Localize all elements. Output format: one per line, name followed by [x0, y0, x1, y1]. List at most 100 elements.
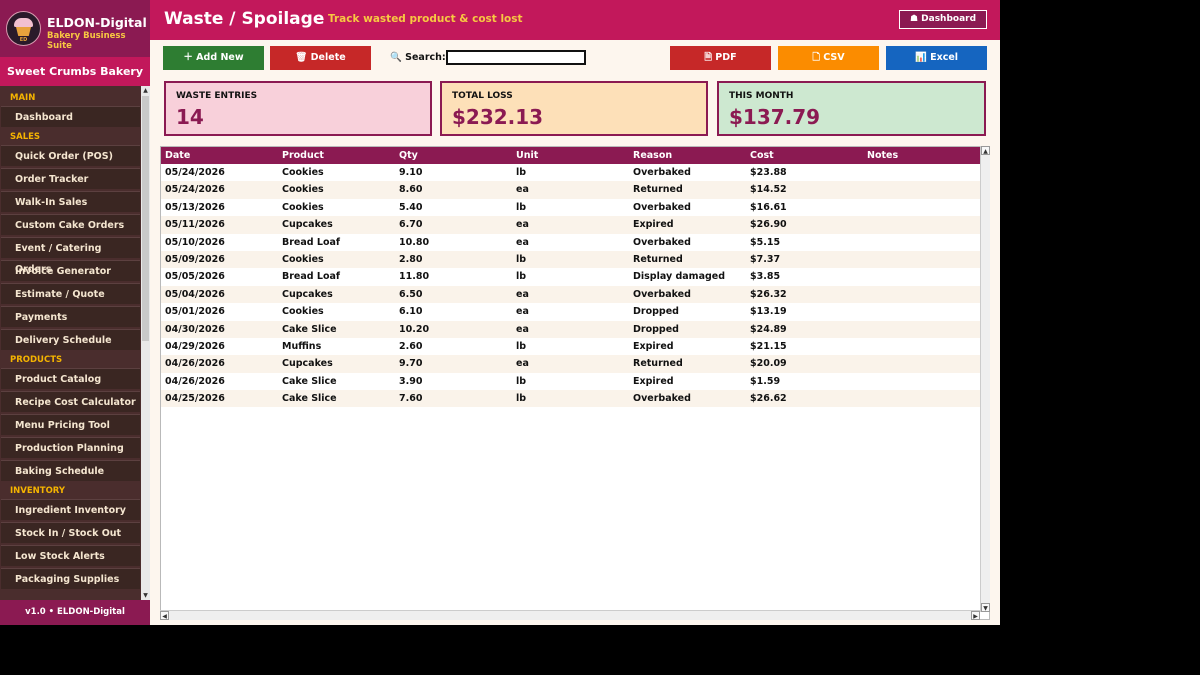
- table-horizontal-scrollbar[interactable]: ◀ ▶: [160, 610, 980, 620]
- sidebar-item-recipe-cost-calculator[interactable]: Recipe Cost Calculator: [1, 391, 140, 412]
- sidebar-item-packaging-supplies[interactable]: Packaging Supplies: [1, 568, 140, 589]
- brand-name: ELDON-Digital: [47, 15, 147, 30]
- cell-product: Cake Slice: [282, 323, 337, 335]
- table-row[interactable]: 05/24/2026 Cookies 8.60 ea Returned $14.52: [161, 181, 981, 199]
- cell-reason: Overbaked: [633, 201, 691, 213]
- sidebar-item-quick-order-pos[interactable]: Quick Order (POS): [1, 145, 140, 166]
- page-header: Waste / Spoilage Track wasted product & …: [150, 0, 1000, 40]
- cell-date: 05/24/2026: [165, 167, 225, 178]
- cell-cost: $16.61: [750, 201, 787, 213]
- cell-reason: Overbaked: [633, 393, 691, 405]
- sidebar-item-custom-cake-orders[interactable]: Custom Cake Orders: [1, 214, 140, 235]
- cell-product: Cake Slice: [282, 393, 337, 405]
- sidebar-item-stock-in-stock-out[interactable]: Stock In / Stock Out: [1, 522, 140, 543]
- cell-product: Cookies: [282, 253, 324, 265]
- page-title: Waste / Spoilage: [164, 9, 325, 29]
- cell-date: 04/26/2026: [165, 358, 225, 370]
- table-row[interactable]: 05/04/2026 Cupcakes 6.50 ea Overbaked $26.32: [161, 285, 981, 304]
- sidebar-item-dashboard[interactable]: Dashboard: [1, 106, 140, 127]
- search-input[interactable]: [446, 50, 586, 65]
- scroll-down-icon[interactable]: ▼: [981, 603, 990, 612]
- waste-entries-value: 14: [176, 105, 204, 129]
- cell-unit: lb: [516, 393, 527, 405]
- table-row[interactable]: 05/05/2026 Bread Loaf 11.80 lb Display damag…: [161, 268, 981, 286]
- cell-cost: $5.15: [750, 236, 781, 248]
- scroll-right-icon[interactable]: ▶: [971, 611, 980, 620]
- waste-table-frame: Date Product Qty Unit Reason Cost Notes 05/24/…: [160, 146, 990, 620]
- column-header-date[interactable]: Date: [165, 150, 191, 161]
- cell-qty: 6.70: [399, 219, 423, 231]
- sidebar-item-walk-in-sales[interactable]: Walk-In Sales: [1, 191, 140, 212]
- cell-cost: $26.90: [750, 219, 787, 231]
- table-row[interactable]: 05/13/2026 Cookies 5.40 lb Overbaked $16.61: [161, 198, 981, 217]
- cell-notes: [863, 181, 980, 198]
- dashboard-button[interactable]: ☗ Dashboard: [899, 10, 987, 29]
- cell-unit: ea: [516, 323, 529, 335]
- table-row[interactable]: 04/26/2026 Cake Slice 3.90 lb Expired $1.59: [161, 372, 981, 391]
- sidebar-section-inventory: INVENTORY: [10, 486, 66, 496]
- this-month-value: $137.79: [729, 105, 821, 129]
- table-row[interactable]: 04/25/2026 Cake Slice 7.60 lb Overbaked $26.6…: [161, 390, 981, 408]
- scroll-up-icon[interactable]: ▲: [981, 146, 990, 155]
- table-row[interactable]: 04/30/2026 Cake Slice 10.20 ea Dropped $24.89: [161, 320, 981, 338]
- export-csv-button[interactable]: 🗋 CSV: [778, 46, 879, 70]
- column-header-qty[interactable]: Qty: [399, 150, 418, 161]
- cell-qty: 11.80: [399, 271, 430, 283]
- table-row[interactable]: 04/26/2026 Cupcakes 9.70 ea Returned $20.09: [161, 355, 981, 373]
- cell-notes: [863, 390, 980, 407]
- cell-date: 05/10/2026: [165, 236, 225, 248]
- cupcake-logo-icon: ED: [6, 11, 41, 46]
- sidebar-item-low-stock-alerts[interactable]: Low Stock Alerts: [1, 545, 140, 566]
- scroll-left-icon[interactable]: ◀: [160, 611, 169, 620]
- cell-notes: [863, 251, 980, 268]
- cell-date: 05/24/2026: [165, 184, 225, 196]
- sidebar-scrollbar[interactable]: ▲ ▼: [141, 86, 150, 600]
- table-row[interactable]: 05/10/2026 Bread Loaf 10.80 ea Overbaked $5.1…: [161, 233, 981, 251]
- sidebar-section-sales: SALES: [10, 132, 41, 142]
- sidebar-item-product-catalog[interactable]: Product Catalog: [1, 368, 140, 389]
- sidebar-item-ingredient-inventory[interactable]: Ingredient Inventory: [1, 499, 140, 520]
- sidebar-item-delivery-schedule[interactable]: Delivery Schedule: [1, 329, 140, 350]
- cell-cost: $21.15: [750, 340, 787, 352]
- table-row[interactable]: 05/01/2026 Cookies 6.10 ea Dropped $13.19: [161, 303, 981, 321]
- scroll-down-icon[interactable]: ▼: [143, 592, 148, 599]
- table-vertical-scrollbar[interactable]: ▲ ▼: [980, 146, 990, 612]
- cell-product: Bread Loaf: [282, 236, 341, 248]
- sidebar-item-menu-pricing-tool[interactable]: Menu Pricing Tool: [1, 414, 140, 435]
- table-row[interactable]: 04/29/2026 Muffins 2.60 lb Expired $21.15: [161, 337, 981, 356]
- cell-unit: lb: [516, 340, 527, 352]
- cell-date: 04/25/2026: [165, 393, 225, 405]
- sidebar-item-payments[interactable]: Payments: [1, 306, 140, 327]
- column-header-product[interactable]: Product: [282, 150, 324, 161]
- cell-unit: lb: [516, 375, 527, 387]
- cell-product: Cake Slice: [282, 375, 337, 387]
- sidebar-item-order-tracker[interactable]: Order Tracker: [1, 168, 140, 189]
- delete-button[interactable]: 🗑 Delete: [270, 46, 371, 70]
- app-window: ED ELDON-Digital Bakery Business Suite S…: [0, 0, 1000, 625]
- sidebar-item-invoice-generator[interactable]: Invoice Generator: [1, 260, 140, 281]
- table-row[interactable]: 05/24/2026 Cookies 9.10 lb Overbaked $23.88: [161, 164, 981, 182]
- add-new-button[interactable]: ＋ Add New: [163, 46, 264, 70]
- table-row[interactable]: 05/09/2026 Cookies 2.80 lb Returned $7.37: [161, 250, 981, 269]
- cell-product: Cookies: [282, 167, 324, 178]
- sidebar-item-estimate-quote[interactable]: Estimate / Quote: [1, 283, 140, 304]
- sidebar-item-baking-schedule[interactable]: Baking Schedule: [1, 460, 140, 481]
- column-header-notes[interactable]: Notes: [867, 150, 899, 161]
- table-row[interactable]: 05/11/2026 Cupcakes 6.70 ea Expired $26.90: [161, 216, 981, 234]
- cell-reason: Returned: [633, 253, 683, 265]
- column-header-reason[interactable]: Reason: [633, 150, 673, 161]
- scroll-up-icon[interactable]: ▲: [143, 87, 148, 94]
- cell-cost: $7.37: [750, 253, 781, 265]
- export-excel-button[interactable]: 📊 Excel: [886, 46, 987, 70]
- cell-qty: 6.10: [399, 306, 423, 318]
- cell-product: Cupcakes: [282, 358, 333, 370]
- sidebar-item-production-planning[interactable]: Production Planning: [1, 437, 140, 458]
- cell-qty: 5.40: [399, 201, 423, 213]
- this-month-label: THIS MONTH: [729, 91, 794, 101]
- export-pdf-button[interactable]: 🗎 PDF: [670, 46, 771, 70]
- scroll-thumb[interactable]: [142, 96, 149, 341]
- column-header-unit[interactable]: Unit: [516, 150, 539, 161]
- column-header-cost[interactable]: Cost: [750, 150, 774, 161]
- sidebar-item-event-catering-orders[interactable]: Event / Catering Orders: [1, 237, 140, 275]
- sidebar-section-main: MAIN: [10, 93, 36, 103]
